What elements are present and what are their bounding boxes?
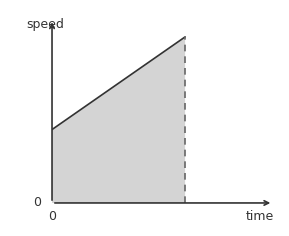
Text: 0: 0 [48, 210, 56, 223]
Text: time: time [246, 210, 274, 223]
Text: 0: 0 [33, 196, 41, 210]
Polygon shape [52, 37, 185, 203]
Text: speed: speed [26, 18, 64, 31]
